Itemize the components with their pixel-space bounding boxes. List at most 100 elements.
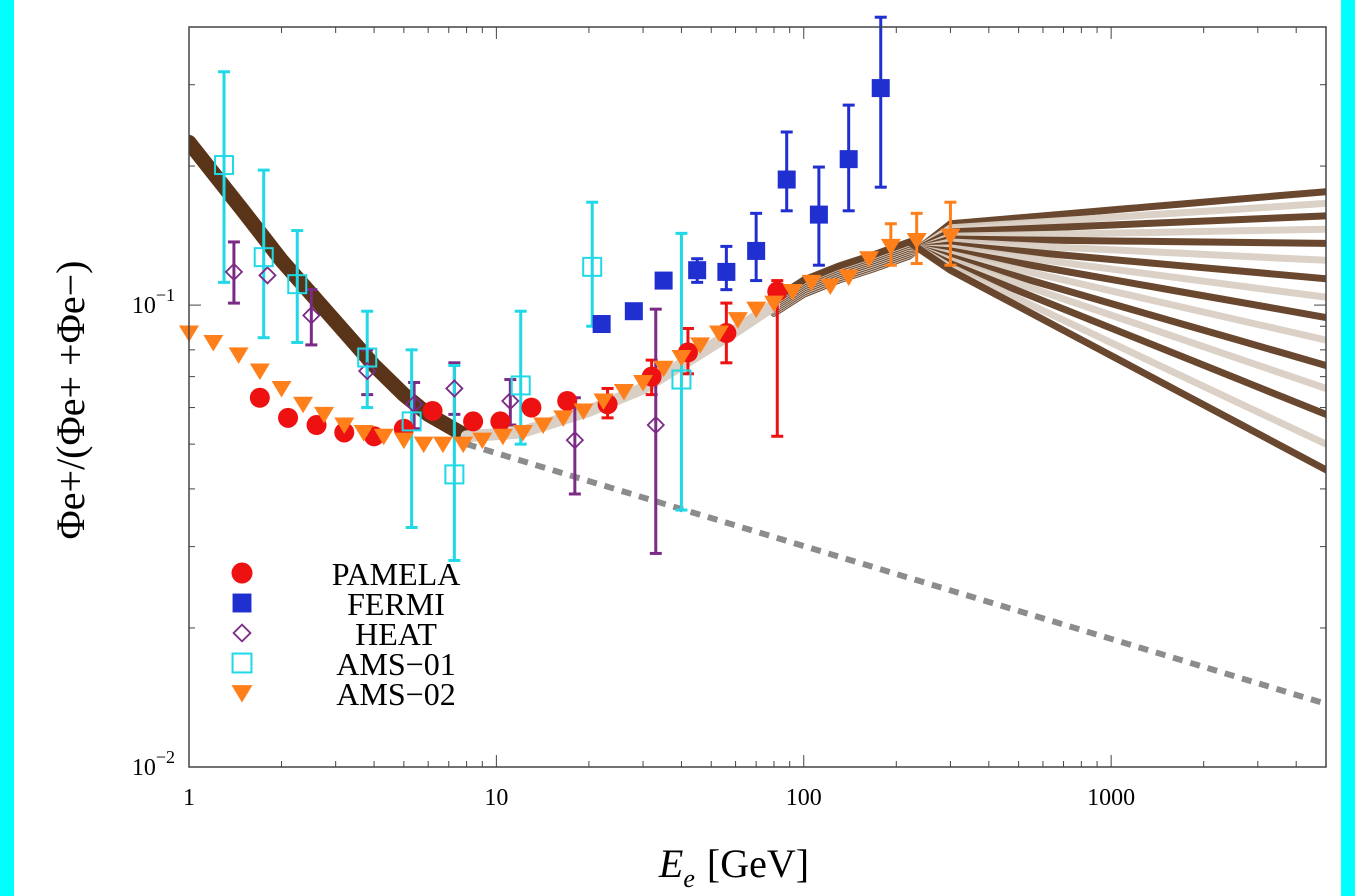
heat-point bbox=[224, 262, 244, 282]
ams-02-point bbox=[746, 301, 767, 319]
legend-label: AMS−02 bbox=[336, 676, 455, 712]
ams-02-point bbox=[782, 284, 803, 301]
legend-label: FERMI bbox=[347, 586, 445, 622]
fermi-point bbox=[747, 241, 766, 260]
error-bars bbox=[218, 15, 957, 562]
legend-label: AMS−01 bbox=[336, 646, 455, 682]
fermi-point bbox=[688, 261, 707, 280]
x-axis-unit: [GeV] bbox=[707, 841, 809, 886]
y-tick-label: 10−1 bbox=[132, 285, 175, 319]
ams-02-point bbox=[763, 295, 784, 313]
pamela-point bbox=[521, 397, 542, 418]
pamela-point bbox=[463, 411, 484, 432]
background-dashed-line bbox=[465, 441, 1326, 707]
x-axis-label: Ee [GeV] bbox=[658, 841, 809, 893]
ams-01-point bbox=[582, 256, 603, 277]
axis-ticks bbox=[188, 26, 1327, 768]
ams-02-point bbox=[472, 432, 493, 450]
ams-02-point bbox=[228, 347, 249, 364]
ams-02-point bbox=[373, 428, 394, 446]
heat-point bbox=[501, 391, 520, 411]
ams-02-point bbox=[271, 380, 292, 398]
x-tick-label: 1 bbox=[183, 785, 195, 811]
ams-02-point bbox=[533, 417, 554, 435]
ams-01-point bbox=[510, 375, 531, 396]
background-line bbox=[465, 441, 1326, 707]
ams-02-point bbox=[314, 406, 335, 424]
ams-02-point bbox=[512, 424, 533, 442]
fermi-point bbox=[871, 79, 890, 98]
data-points bbox=[179, 79, 961, 485]
x-axis-subscript: e bbox=[683, 864, 695, 893]
ams-02-point bbox=[690, 337, 711, 354]
ams-02-point bbox=[820, 278, 841, 295]
ams-02-point bbox=[727, 312, 748, 329]
ams-02-point bbox=[801, 274, 822, 292]
heat-point bbox=[357, 361, 377, 381]
ams-02-point bbox=[413, 436, 434, 454]
ams-02-point bbox=[838, 269, 859, 287]
ams-02-point bbox=[653, 360, 674, 378]
legend-marker bbox=[232, 623, 252, 643]
model-band-curve bbox=[770, 238, 1326, 474]
ams-01-point bbox=[287, 274, 308, 295]
ams-02-point bbox=[334, 417, 355, 435]
fermi-point bbox=[777, 170, 796, 189]
legend-label: PAMELA bbox=[332, 556, 461, 592]
model-band-low-energy bbox=[189, 134, 475, 444]
y-tick-label: 10−2 bbox=[132, 747, 175, 781]
fermi-point bbox=[624, 302, 643, 321]
pamela-point bbox=[249, 387, 270, 408]
x-tick-label: 10 bbox=[484, 785, 508, 811]
fermi-point bbox=[717, 262, 736, 281]
ams-02-point bbox=[293, 396, 314, 414]
heat-point bbox=[302, 306, 321, 325]
legend-marker bbox=[231, 685, 253, 703]
ams-01-point bbox=[444, 464, 465, 485]
legend-label: HEAT bbox=[355, 616, 437, 652]
plot-frame bbox=[188, 26, 1327, 768]
pamela-point bbox=[490, 411, 511, 432]
ams-02-point bbox=[709, 325, 730, 343]
ams-02-point bbox=[249, 363, 270, 380]
ams-01-point bbox=[671, 369, 692, 390]
ams-02-point bbox=[573, 403, 594, 420]
ams-01-point bbox=[253, 247, 274, 268]
legend-marker bbox=[231, 562, 253, 584]
ams-02-point bbox=[492, 428, 513, 446]
ams-02-point bbox=[393, 432, 414, 450]
heat-point bbox=[646, 415, 666, 435]
pamela-point bbox=[422, 400, 443, 421]
pamela-point bbox=[306, 415, 327, 436]
y-axis-label: Φe+/(Φe+ +Φe−) bbox=[48, 261, 93, 540]
ams-02-point bbox=[858, 251, 879, 268]
ams-02-point bbox=[453, 436, 474, 454]
heat-point bbox=[445, 379, 464, 398]
pamela-point bbox=[278, 407, 299, 428]
ams-02-point bbox=[613, 384, 634, 401]
fermi-point bbox=[592, 315, 611, 334]
ams-02-point bbox=[671, 350, 692, 367]
ams-02-point bbox=[906, 232, 927, 250]
heat-point bbox=[258, 266, 277, 285]
ams-02-point bbox=[633, 374, 654, 392]
ams-02-point bbox=[353, 424, 374, 442]
y-tick-labels: 10−2 10−1 bbox=[132, 285, 175, 781]
heat-point bbox=[565, 430, 585, 450]
ams-02-point bbox=[203, 334, 224, 352]
legend-marker bbox=[231, 652, 253, 674]
ams-01-point bbox=[401, 411, 422, 432]
x-axis-symbol: E bbox=[658, 841, 683, 886]
x-tick-label: 100 bbox=[786, 785, 822, 811]
ams-01-point bbox=[214, 155, 235, 176]
positron-fraction-chart: 1 10 100 1000 10−210−1 PAMELAFERMIHEATAMS−0… bbox=[48, 15, 1327, 893]
fermi-point bbox=[809, 205, 828, 224]
ams-02-point bbox=[432, 436, 453, 454]
ams-02-point bbox=[880, 238, 901, 256]
ams-02-point bbox=[553, 410, 574, 427]
pamela-point bbox=[557, 390, 578, 411]
ams-01-point bbox=[357, 347, 378, 368]
ams-02-point bbox=[593, 393, 614, 410]
fermi-point bbox=[654, 271, 673, 290]
